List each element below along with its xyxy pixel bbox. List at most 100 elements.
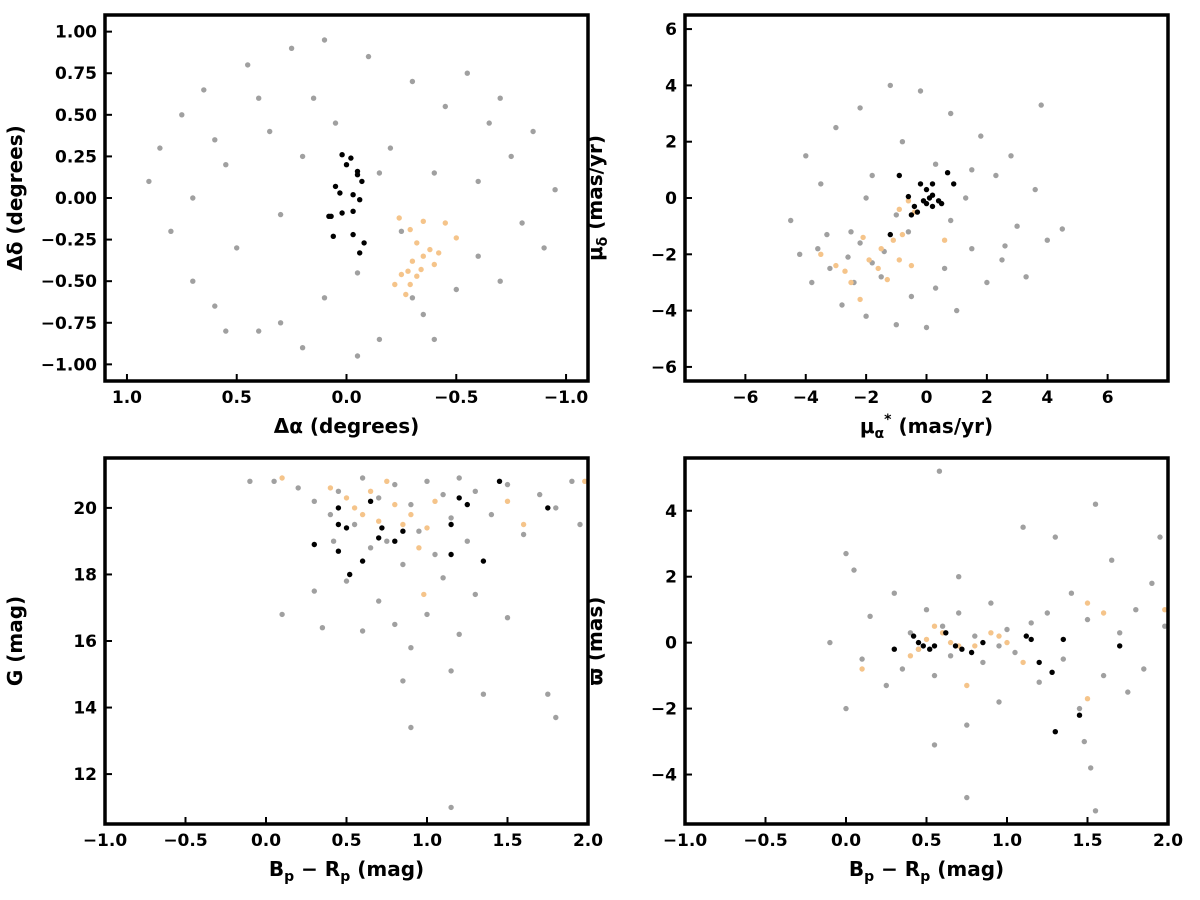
plot-frame <box>103 456 590 826</box>
data-point <box>797 251 803 257</box>
data-point <box>545 691 551 697</box>
data-point <box>1023 633 1029 639</box>
data-point <box>851 567 857 573</box>
data-point <box>843 705 849 712</box>
series-2 <box>887 170 957 238</box>
data-point <box>980 639 986 646</box>
data-point <box>1125 689 1131 695</box>
data-point <box>859 666 865 672</box>
x-tick-label: −0.5 <box>163 831 207 851</box>
series-1 <box>247 475 583 811</box>
data-point <box>896 257 902 263</box>
data-point <box>519 220 525 226</box>
data-point <box>332 183 339 190</box>
data-point <box>553 714 559 721</box>
data-point <box>915 639 922 646</box>
data-point <box>339 152 345 158</box>
y-tick-label: 12 <box>73 765 97 785</box>
data-point <box>409 295 416 301</box>
data-point <box>350 208 356 214</box>
data-point <box>905 229 912 235</box>
data-point <box>869 172 875 179</box>
data-point <box>190 278 196 284</box>
y-tick-label: 0 <box>665 189 677 209</box>
data-point <box>1133 607 1139 613</box>
data-point <box>905 198 912 204</box>
data-point <box>267 128 273 135</box>
data-point <box>1044 610 1051 616</box>
y-tick-label: −6 <box>651 358 677 378</box>
data-point <box>1100 672 1107 679</box>
data-point <box>899 666 906 672</box>
data-point <box>878 274 884 280</box>
data-point <box>179 112 185 118</box>
data-point <box>351 505 358 511</box>
data-point <box>418 266 424 273</box>
data-point <box>984 279 990 286</box>
data-point <box>931 623 938 629</box>
data-point <box>442 220 448 226</box>
data-point <box>400 678 406 684</box>
data-point <box>1032 186 1038 193</box>
series-2 <box>326 152 367 256</box>
data-point <box>948 217 954 224</box>
data-point <box>848 279 854 286</box>
data-point <box>408 724 414 731</box>
data-point <box>1020 659 1026 666</box>
data-point <box>1081 738 1088 745</box>
data-point <box>931 672 938 679</box>
data-point <box>311 541 317 548</box>
data-point <box>436 250 442 256</box>
data-point <box>365 53 372 60</box>
data-point <box>416 528 422 534</box>
data-point <box>908 262 915 269</box>
data-point <box>1084 600 1091 606</box>
scatter-panel-1: 1.0 0.5 0.0 −0.5 −1.0 1.00 0.75 0.50 0.25 0.00 −0.… <box>3 13 590 438</box>
data-point <box>520 521 527 528</box>
data-point <box>964 722 970 728</box>
data-point <box>407 226 413 233</box>
data-point <box>863 313 869 319</box>
data-point <box>896 172 902 179</box>
data-point <box>343 578 350 584</box>
data-point <box>959 646 965 652</box>
data-point <box>809 279 815 286</box>
data-point <box>321 37 328 43</box>
x-tick-label: 4 <box>1041 388 1053 408</box>
y-tick-label: 4 <box>665 76 677 96</box>
data-point <box>1157 534 1163 540</box>
data-point <box>432 498 438 504</box>
data-point <box>968 649 975 656</box>
data-point <box>414 273 420 279</box>
x-tick-label: 0.5 <box>222 388 252 408</box>
data-point <box>1036 659 1042 666</box>
data-point <box>234 245 240 251</box>
data-point <box>424 478 430 484</box>
series-3 <box>279 475 588 598</box>
data-point <box>335 488 342 494</box>
data-point <box>432 551 438 558</box>
data-point <box>408 645 414 651</box>
data-point <box>1162 607 1168 613</box>
y-axis-label: G (mag) <box>3 596 27 686</box>
data-point <box>400 528 406 534</box>
data-point <box>392 481 398 488</box>
data-point <box>376 535 382 541</box>
x-tick-label: −4 <box>793 388 819 408</box>
data-point <box>321 295 328 301</box>
x-tick-label: 2.0 <box>1153 831 1183 851</box>
data-point <box>343 525 350 531</box>
data-point <box>969 246 975 252</box>
data-point <box>453 235 459 241</box>
data-point <box>875 265 881 272</box>
data-point <box>295 485 301 491</box>
data-point <box>884 276 890 283</box>
data-point <box>1012 649 1018 656</box>
data-point <box>351 521 358 528</box>
data-point <box>993 172 999 179</box>
x-tick-label: −2 <box>853 388 879 408</box>
data-point <box>311 498 317 504</box>
data-point <box>956 574 962 580</box>
data-point <box>537 491 543 498</box>
y-tick-label: 4 <box>665 502 677 522</box>
